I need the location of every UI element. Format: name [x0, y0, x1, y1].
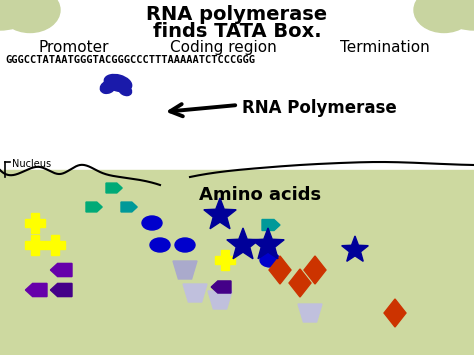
Text: RNA Polymerase: RNA Polymerase [242, 99, 397, 117]
Polygon shape [51, 235, 59, 255]
Polygon shape [204, 198, 236, 229]
Polygon shape [183, 284, 207, 302]
Polygon shape [45, 241, 65, 249]
Polygon shape [342, 236, 368, 261]
Polygon shape [208, 291, 232, 309]
Ellipse shape [175, 238, 195, 252]
Polygon shape [173, 261, 197, 279]
Polygon shape [269, 256, 291, 284]
Polygon shape [304, 256, 326, 284]
Polygon shape [50, 263, 72, 277]
Ellipse shape [414, 0, 474, 33]
Ellipse shape [260, 253, 280, 267]
Polygon shape [215, 256, 235, 264]
Ellipse shape [434, 0, 474, 30]
Polygon shape [25, 219, 45, 227]
Text: Nucleus: Nucleus [12, 159, 51, 169]
Polygon shape [25, 241, 45, 249]
Ellipse shape [104, 75, 132, 92]
Ellipse shape [0, 0, 40, 30]
Ellipse shape [100, 81, 116, 93]
Bar [0, 170, 474, 355]
Text: RNA polymerase: RNA polymerase [146, 5, 328, 24]
Polygon shape [26, 283, 47, 296]
Text: Coding region: Coding region [170, 40, 277, 55]
Ellipse shape [142, 216, 162, 230]
Polygon shape [262, 219, 280, 230]
Text: Promoter: Promoter [38, 40, 109, 55]
Bar [0, 0, 474, 170]
Polygon shape [211, 281, 231, 293]
Polygon shape [121, 202, 137, 212]
Polygon shape [221, 250, 229, 270]
Polygon shape [31, 213, 39, 233]
Ellipse shape [118, 84, 132, 95]
Ellipse shape [150, 238, 170, 252]
Polygon shape [252, 228, 284, 259]
Polygon shape [31, 235, 39, 255]
Text: Termination: Termination [340, 40, 430, 55]
Text: finds TATA Box.: finds TATA Box. [153, 22, 321, 41]
Polygon shape [106, 183, 122, 193]
Polygon shape [298, 304, 322, 322]
Text: Amino acids: Amino acids [199, 186, 321, 204]
Polygon shape [50, 283, 72, 296]
Polygon shape [289, 269, 311, 297]
Polygon shape [86, 202, 102, 212]
Text: GGGCCTATAATGGGTACGGGCCCTTTAAAAATCTCCCGGG: GGGCCTATAATGGGTACGGGCCCTTTAAAAATCTCCCGGG [5, 55, 255, 65]
Ellipse shape [0, 0, 60, 33]
Polygon shape [227, 228, 259, 259]
Polygon shape [384, 299, 406, 327]
